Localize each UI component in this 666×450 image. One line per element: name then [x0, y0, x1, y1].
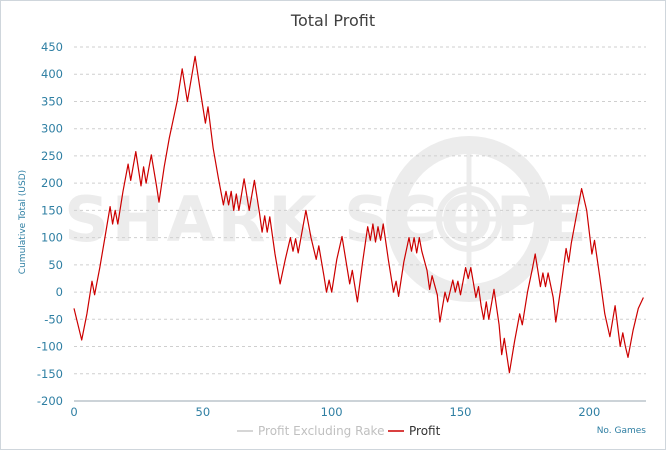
legend-label-profit: Profit	[409, 424, 441, 438]
y-tick-label: 400	[41, 67, 63, 81]
y-tick-label: -200	[37, 394, 63, 408]
series-line-profit[interactable]	[73, 55, 644, 374]
y-tick-label: -100	[37, 340, 63, 354]
y-tick-label: 450	[41, 40, 63, 54]
y-axis-tick-labels: 450 400 350 300 250 200 150 100 50 0 -50 -100 -150 -2…	[37, 40, 63, 408]
legend-label-profit-excluding-rake: Profit Excluding Rake	[258, 424, 384, 438]
x-tick-label: 100	[321, 405, 343, 419]
chart-title: Total Profit	[290, 11, 375, 30]
x-tick-label: 0	[70, 405, 77, 419]
x-tick-label: 150	[450, 405, 472, 419]
y-tick-label: 200	[41, 176, 63, 190]
legend-item-profit[interactable]: Profit	[388, 424, 441, 438]
x-axis-tick-labels: 0 50 100 150 200	[70, 405, 600, 419]
y-tick-label: 300	[41, 122, 63, 136]
y-tick-label: 50	[48, 258, 63, 272]
y-tick-label: 150	[41, 203, 63, 217]
y-axis-label: Cumulative Total (USD)	[18, 170, 28, 274]
y-tick-label: 100	[41, 231, 63, 245]
gridlines	[74, 46, 646, 375]
x-tick-label: 50	[196, 405, 211, 419]
legend: Profit Excluding Rake Profit	[237, 424, 441, 438]
x-tick-label: 200	[578, 405, 600, 419]
series-layer	[73, 55, 644, 374]
y-tick-label: -150	[37, 367, 63, 381]
watermark: SHARK SCOPE	[64, 136, 587, 302]
y-tick-label: -50	[44, 312, 63, 326]
legend-item-profit-excluding-rake[interactable]: Profit Excluding Rake	[237, 424, 384, 438]
y-tick-label: 250	[41, 149, 63, 163]
y-tick-label: 350	[41, 94, 63, 108]
x-axis-label: No. Games	[597, 426, 647, 436]
y-tick-label: 0	[56, 285, 63, 299]
